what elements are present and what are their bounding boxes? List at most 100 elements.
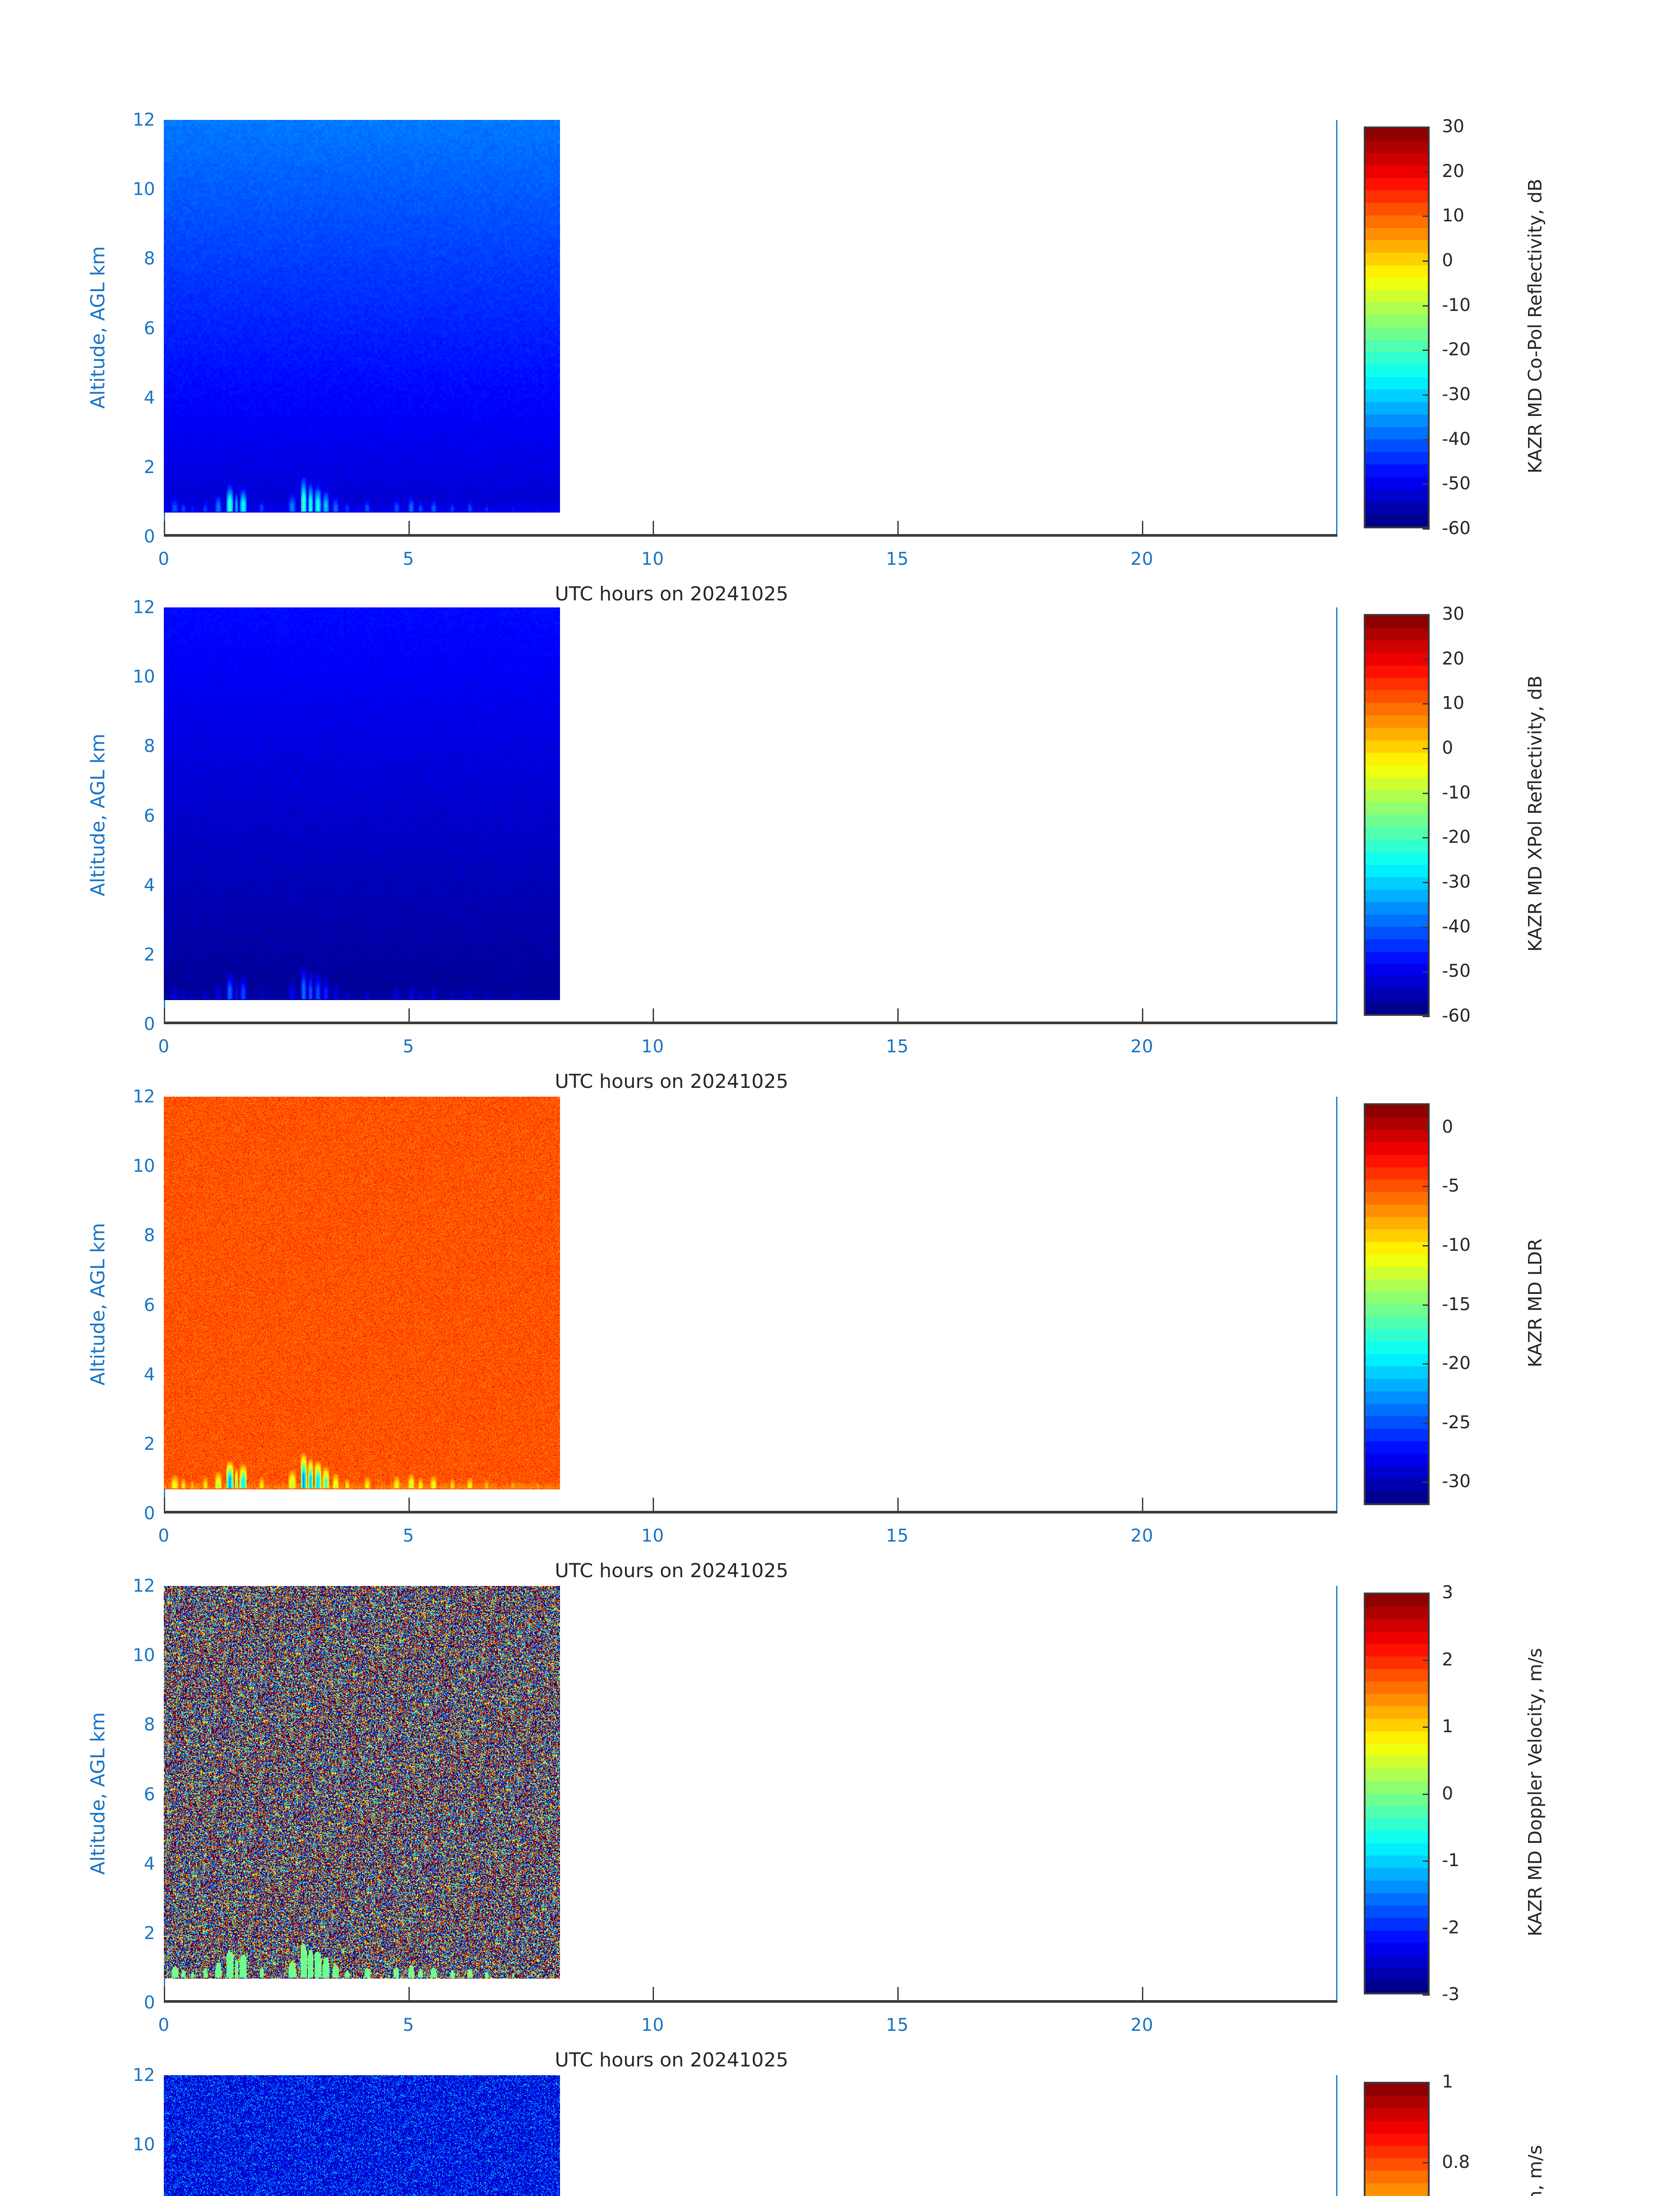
x-tick-label: 20 (1131, 2015, 1153, 2035)
x-tick (653, 1987, 654, 2003)
y-tick-label: 0 (144, 527, 155, 547)
colorbar-tick (1423, 528, 1430, 530)
colorbar-tick (1423, 1127, 1430, 1128)
axis-spine-bottom (164, 1022, 1337, 1024)
heatmap-image-5 (164, 2075, 560, 2196)
axes-area-1 (164, 120, 1337, 537)
colorbar-tick-label: -10 (1442, 1235, 1471, 1255)
x-tick-label: 10 (641, 1526, 664, 1546)
colorbar-tick (1423, 439, 1430, 441)
colorbar-tick (1423, 2082, 1430, 2083)
x-tick (408, 1498, 410, 1513)
y-tick-label: 2 (144, 1434, 155, 1454)
x-axis-label: UTC hours on 20241025 (555, 1070, 788, 1093)
x-tick-label: 0 (158, 549, 170, 569)
y-axis-label: Altitude, AGL km (87, 2160, 109, 2196)
colorbar-tick (1423, 305, 1430, 307)
x-tick (1142, 1008, 1143, 1024)
x-tick (897, 1008, 899, 1024)
y-tick-label: 6 (144, 1295, 155, 1315)
y-tick-label: 12 (133, 1087, 155, 1107)
colorbar-tick (1423, 793, 1430, 794)
y-tick-label: 4 (144, 1854, 155, 1874)
colorbar-tick (1423, 837, 1430, 838)
colorbar-tick-label: 0 (1442, 250, 1453, 271)
colorbar-tick (1423, 171, 1430, 173)
colorbar-tick-label: -3 (1442, 1984, 1460, 2005)
y-tick-label: 8 (144, 736, 155, 756)
x-tick-label: 10 (641, 1037, 664, 1057)
colorbar-tick (1423, 1794, 1430, 1795)
colorbar-tick-label: 20 (1442, 161, 1464, 181)
axes-area-3 (164, 1097, 1337, 1513)
x-tick-label: 20 (1131, 1037, 1153, 1057)
colorbar-tick-label: -30 (1442, 872, 1471, 892)
axis-spine-right (1336, 2075, 1337, 2196)
heatmap-image-4 (164, 1586, 560, 1979)
colorbar-tick-label: -50 (1442, 473, 1471, 494)
x-tick (408, 521, 410, 537)
colorbar-tick-label: -20 (1442, 340, 1471, 360)
x-tick (1142, 1987, 1143, 2003)
colorbar-tick (1423, 350, 1430, 351)
y-tick-label: 4 (144, 388, 155, 408)
colorbar-tick (1423, 1994, 1430, 1996)
axes-area-5 (164, 2075, 1337, 2196)
axes-area-2 (164, 607, 1337, 1024)
colorbar-tick (1423, 484, 1430, 485)
y-tick-label: 8 (144, 1225, 155, 1246)
colorbar-3 (1364, 1103, 1430, 1505)
y-tick-label: 12 (133, 2065, 155, 2085)
y-tick-label: 10 (133, 2135, 155, 2155)
axis-spine-bottom (164, 534, 1337, 537)
y-tick-label: 6 (144, 806, 155, 826)
x-tick-label: 5 (403, 549, 414, 569)
x-tick-label: 20 (1131, 1526, 1153, 1546)
colorbar-4 (1364, 1593, 1430, 1994)
y-axis-label: Altitude, AGL km (87, 246, 109, 409)
x-tick (653, 521, 654, 537)
colorbar-tick (1423, 2162, 1430, 2163)
colorbar-tick-label: 30 (1442, 604, 1464, 624)
colorbar-tick-label: -30 (1442, 384, 1471, 405)
colorbar-tick (1423, 1423, 1430, 1424)
colorbar-tick (1423, 882, 1430, 883)
colorbar-tick-label: -2 (1442, 1918, 1460, 1938)
colorbar-tick-label: 0 (1442, 1117, 1453, 1137)
colorbar-tick (1423, 927, 1430, 928)
colorbar-5 (1364, 2082, 1430, 2196)
colorbar-tick-label: 10 (1442, 693, 1464, 713)
x-axis-label: UTC hours on 20241025 (555, 1560, 788, 1582)
colorbar-tick-label: 2 (1442, 1650, 1453, 1670)
colorbar-tick (1423, 216, 1430, 217)
x-tick (653, 1498, 654, 1513)
y-tick-label: 10 (133, 1156, 155, 1176)
colorbar-label-1: KAZR MD Co-Pol Reflectivity, dB (1524, 178, 1546, 473)
colorbar-tick-label: -50 (1442, 961, 1471, 981)
colorbar-tick-label: -60 (1442, 518, 1471, 538)
x-tick (408, 1008, 410, 1024)
x-tick-label: 0 (158, 1037, 170, 1057)
colorbar-tick-label: -1 (1442, 1850, 1460, 1871)
x-tick (408, 1987, 410, 2003)
y-tick-label: 2 (144, 457, 155, 477)
colorbar-tick-label: 1 (1442, 1716, 1453, 1737)
colorbar-tick-label: -15 (1442, 1294, 1471, 1315)
colorbar-tick-label: -5 (1442, 1176, 1460, 1196)
x-tick-label: 0 (158, 2015, 170, 2035)
x-tick (1142, 521, 1143, 537)
y-tick-label: 12 (133, 1576, 155, 1596)
x-tick-label: 10 (641, 2015, 664, 2035)
colorbar-tick (1423, 703, 1430, 704)
colorbar-tick (1423, 1726, 1430, 1728)
y-tick-label: 8 (144, 1715, 155, 1735)
colorbar-tick-label: -60 (1442, 1006, 1471, 1026)
colorbar-tick-label: 3 (1442, 1582, 1453, 1603)
x-tick (164, 1987, 165, 2003)
x-tick-label: 15 (886, 1526, 909, 1546)
y-tick-label: 0 (144, 1014, 155, 1034)
colorbar-tick (1423, 1481, 1430, 1483)
colorbar-tick (1423, 1660, 1430, 1661)
y-tick-label: 10 (133, 1645, 155, 1665)
x-tick-label: 5 (403, 1526, 414, 1546)
